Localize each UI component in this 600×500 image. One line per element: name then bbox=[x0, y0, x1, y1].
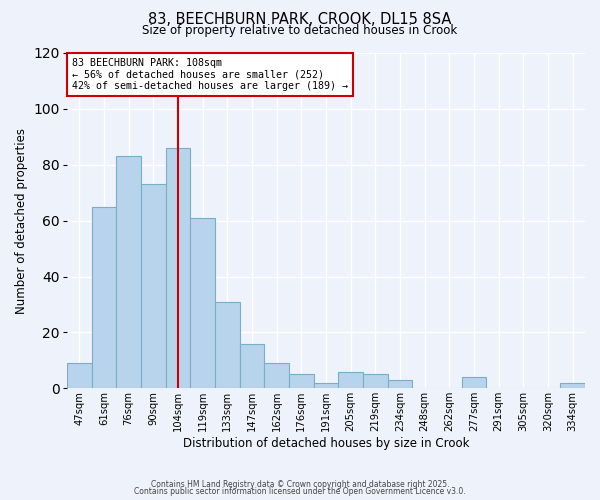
Bar bbox=[141, 184, 166, 388]
Text: Size of property relative to detached houses in Crook: Size of property relative to detached ho… bbox=[142, 24, 458, 37]
X-axis label: Distribution of detached houses by size in Crook: Distribution of detached houses by size … bbox=[182, 437, 469, 450]
Text: Contains HM Land Registry data © Crown copyright and database right 2025.: Contains HM Land Registry data © Crown c… bbox=[151, 480, 449, 489]
Bar bbox=[92, 206, 116, 388]
Bar bbox=[560, 382, 585, 388]
Bar bbox=[461, 377, 487, 388]
Bar bbox=[338, 372, 363, 388]
Text: 83, BEECHBURN PARK, CROOK, DL15 8SA: 83, BEECHBURN PARK, CROOK, DL15 8SA bbox=[148, 12, 452, 28]
Bar bbox=[264, 363, 289, 388]
Y-axis label: Number of detached properties: Number of detached properties bbox=[15, 128, 28, 314]
Bar bbox=[314, 382, 338, 388]
Bar bbox=[363, 374, 388, 388]
Bar bbox=[116, 156, 141, 388]
Bar bbox=[289, 374, 314, 388]
Bar bbox=[67, 363, 92, 388]
Bar bbox=[388, 380, 412, 388]
Bar bbox=[239, 344, 264, 388]
Text: 83 BEECHBURN PARK: 108sqm
← 56% of detached houses are smaller (252)
42% of semi: 83 BEECHBURN PARK: 108sqm ← 56% of detac… bbox=[72, 58, 348, 91]
Bar bbox=[215, 302, 239, 388]
Bar bbox=[166, 148, 190, 388]
Bar bbox=[190, 218, 215, 388]
Text: Contains public sector information licensed under the Open Government Licence v3: Contains public sector information licen… bbox=[134, 487, 466, 496]
